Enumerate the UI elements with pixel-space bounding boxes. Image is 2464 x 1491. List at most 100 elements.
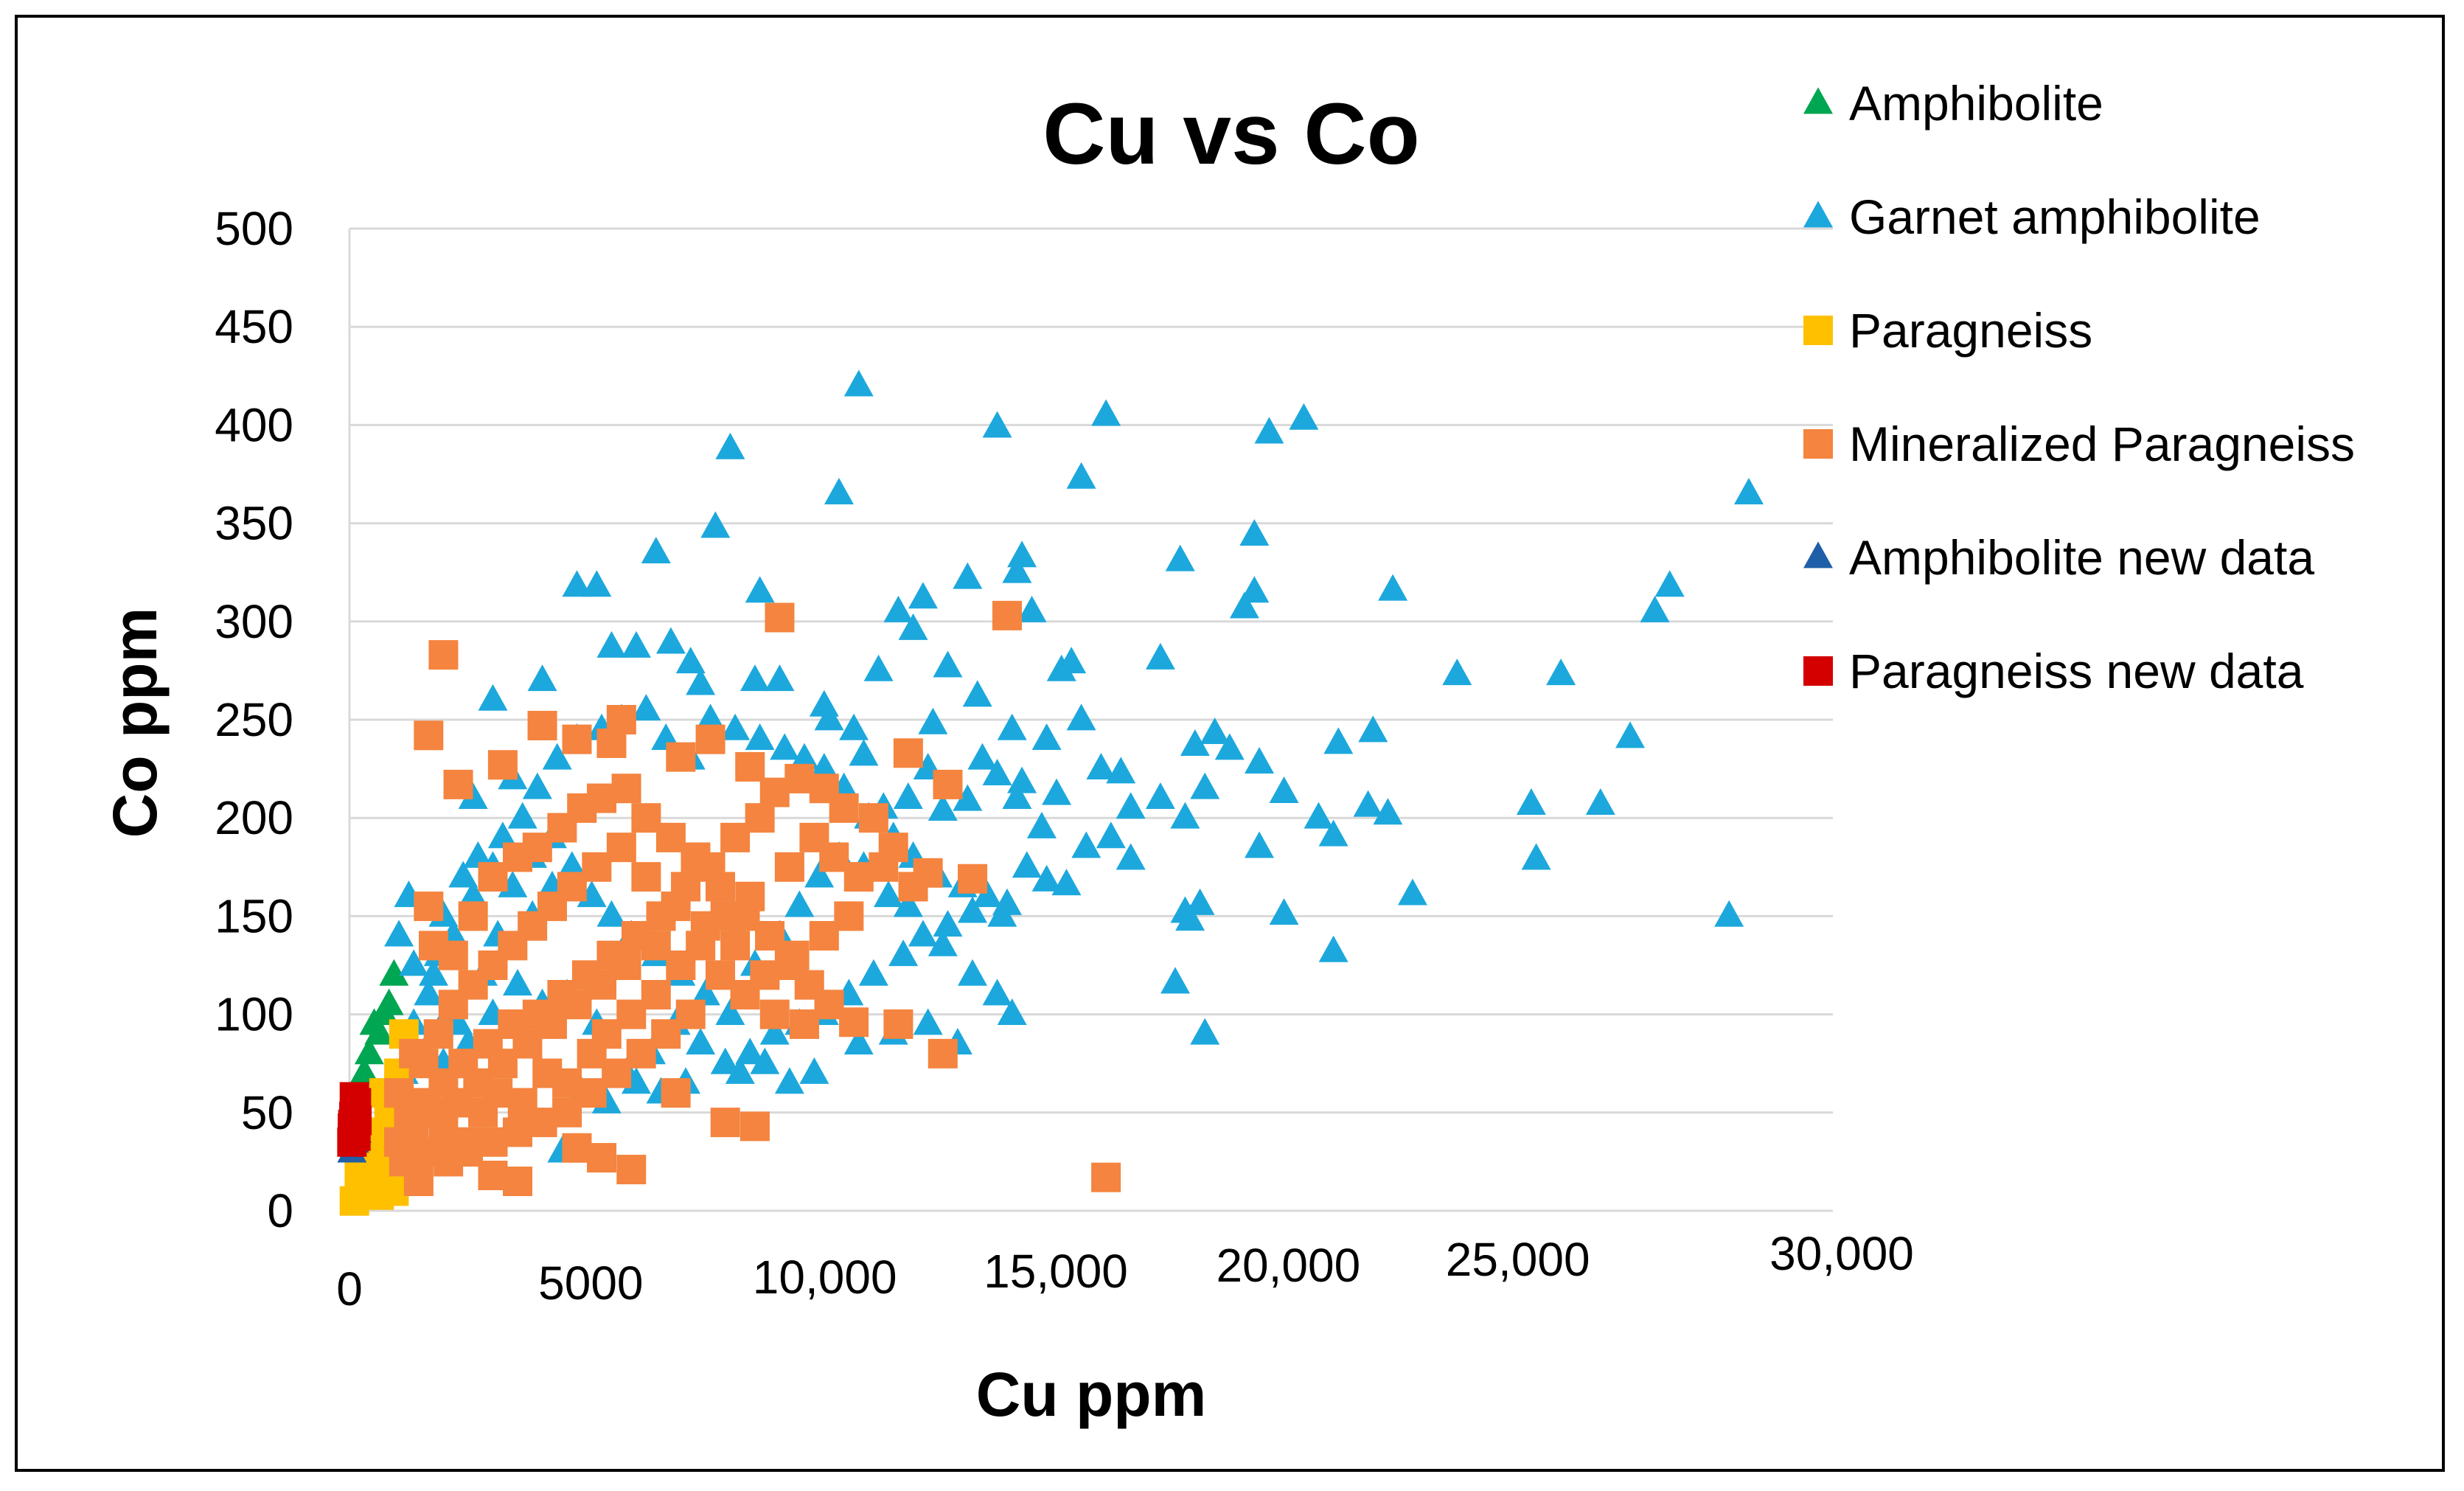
data-point	[858, 803, 888, 833]
data-point	[750, 960, 780, 990]
data-point	[596, 728, 627, 758]
data-point	[874, 880, 904, 908]
data-point	[1002, 782, 1032, 809]
data-point	[596, 900, 627, 927]
data-point	[863, 654, 894, 681]
data-point	[908, 920, 938, 947]
data-point	[616, 999, 647, 1029]
data-point	[1007, 766, 1037, 793]
data-point	[1096, 821, 1126, 849]
data-point	[537, 1009, 567, 1039]
data-point	[869, 852, 899, 882]
data-point	[562, 1133, 592, 1163]
data-point	[972, 880, 1003, 908]
y-tick-label: 400	[215, 398, 293, 451]
chart-title: Cu vs Co	[1043, 86, 1419, 183]
data-point	[527, 664, 557, 692]
data-point	[1145, 642, 1175, 670]
data-point	[843, 1027, 874, 1054]
data-point	[770, 733, 800, 760]
data-point	[527, 710, 557, 740]
data-point	[1615, 721, 1646, 748]
x-tick-labels: 0 5000 10,000 15,000 20,000 25,000 30,000	[336, 1227, 1914, 1316]
data-point	[641, 979, 671, 1009]
data-point	[893, 738, 923, 768]
data-point	[779, 940, 810, 970]
data-point	[1378, 574, 1408, 601]
legend-label: Paragneiss new data	[1849, 644, 2304, 698]
data-point	[849, 739, 879, 766]
data-point	[720, 931, 751, 961]
data-point	[1289, 403, 1319, 430]
data-point	[503, 1167, 533, 1197]
series-5	[337, 1082, 372, 1157]
data-point	[1180, 729, 1210, 757]
data-point	[587, 783, 617, 813]
data-point	[982, 979, 1012, 1006]
data-point	[458, 782, 488, 809]
data-point	[745, 576, 775, 603]
data-point	[562, 990, 592, 1020]
data-point	[557, 851, 587, 878]
data-point	[759, 999, 790, 1029]
data-point	[487, 750, 518, 780]
data-point	[562, 570, 592, 597]
data-point	[735, 881, 765, 911]
data-point	[814, 990, 844, 1020]
data-point	[888, 939, 919, 967]
data-point	[958, 959, 988, 986]
data-point	[933, 910, 963, 937]
x-tick-label: 25,000	[1446, 1233, 1590, 1286]
data-point	[710, 1047, 740, 1074]
data-point	[374, 988, 404, 1015]
data-point	[661, 1078, 691, 1108]
data-point	[512, 1029, 543, 1059]
data-point	[686, 668, 716, 695]
data-point	[1442, 658, 1472, 686]
data-point	[443, 769, 473, 799]
data-point	[1091, 1162, 1121, 1192]
y-tick-label: 250	[215, 693, 293, 746]
data-point	[616, 1155, 647, 1185]
data-point	[1170, 802, 1200, 829]
legend-marker	[1803, 316, 1833, 345]
data-point	[953, 784, 983, 811]
data-point	[804, 861, 835, 888]
data-point	[527, 1108, 557, 1138]
data-point	[1031, 723, 1062, 751]
data-point	[759, 777, 790, 807]
data-point	[1042, 778, 1072, 805]
data-point	[1160, 967, 1191, 994]
data-point	[641, 931, 671, 961]
data-point	[379, 959, 409, 986]
data-point	[1516, 788, 1546, 815]
data-point	[790, 743, 820, 770]
data-point	[843, 369, 874, 397]
y-tick-label: 200	[215, 791, 293, 844]
data-point	[928, 793, 958, 821]
data-point	[809, 753, 839, 779]
data-point	[675, 999, 706, 1029]
data-point	[522, 772, 552, 799]
data-point	[582, 570, 612, 597]
data-point	[913, 1008, 943, 1035]
legend-marker	[1803, 541, 1833, 569]
x-tick-label: 30,000	[1769, 1227, 1914, 1280]
data-point	[349, 1057, 380, 1084]
data-point	[765, 602, 795, 633]
legend-marker	[1803, 429, 1833, 459]
data-point	[626, 1038, 656, 1068]
data-point	[562, 724, 592, 754]
data-point	[611, 950, 641, 980]
data-point	[1165, 544, 1195, 571]
data-point	[1007, 541, 1037, 568]
legend-label: Mineralized Paragneiss	[1849, 417, 2355, 471]
data-point	[1066, 703, 1096, 731]
data-point	[419, 959, 449, 986]
data-point	[602, 1058, 632, 1088]
legend-marker	[1803, 656, 1833, 686]
data-point	[552, 1068, 582, 1098]
data-point	[1175, 904, 1205, 931]
data-point	[655, 627, 686, 654]
